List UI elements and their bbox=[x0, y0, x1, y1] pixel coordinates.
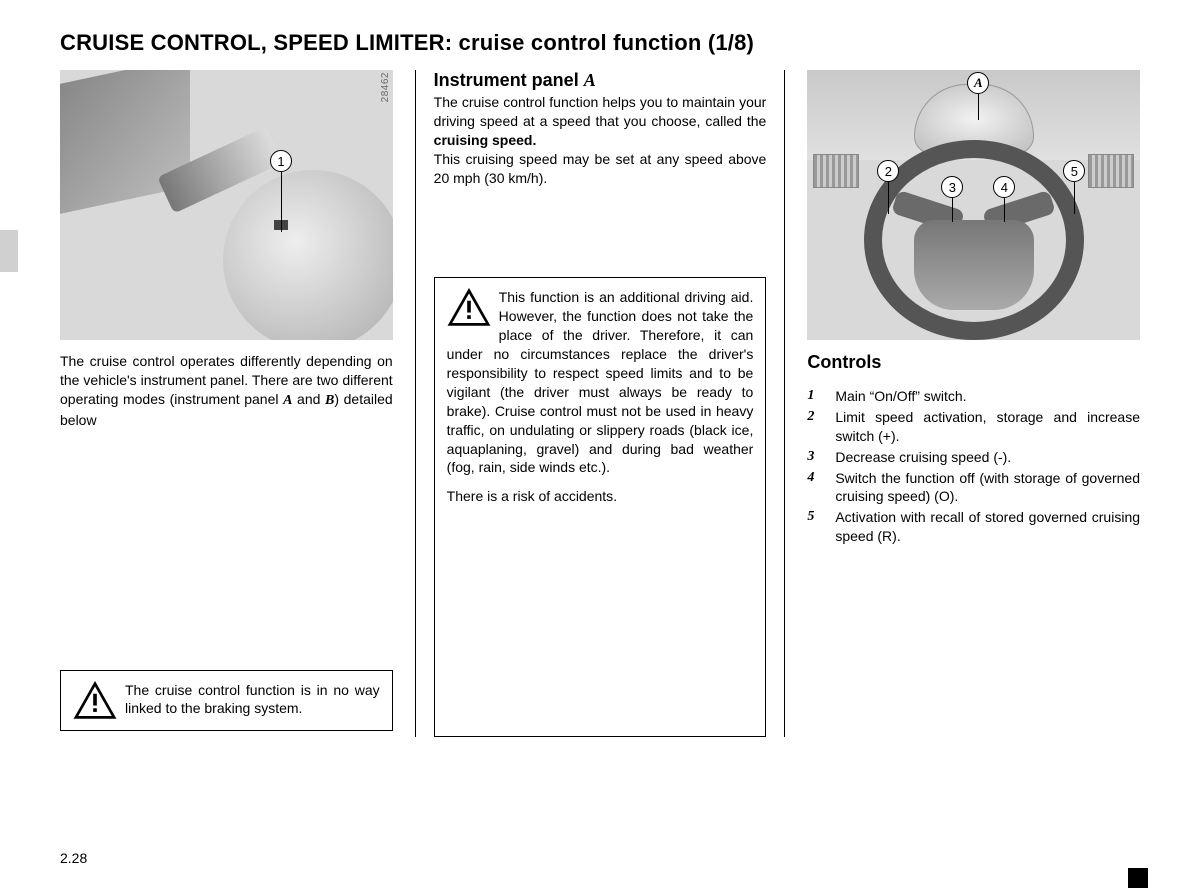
control-item-4: 4Switch the function off (with storage o… bbox=[835, 469, 1140, 507]
callout-A: A bbox=[967, 72, 989, 120]
callout-2: 2 bbox=[877, 160, 899, 214]
callout-4-pin: 4 bbox=[993, 176, 1015, 198]
figure-steering-wheel: 30418 A 2 bbox=[807, 70, 1140, 340]
corner-crop-mark bbox=[1128, 868, 1148, 888]
figure-center-console: 28462 1 bbox=[60, 70, 393, 340]
controls-list: 1Main “On/Off” switch. 2Limit speed acti… bbox=[807, 387, 1140, 546]
warning-brakes-text: The cruise control function is in no way… bbox=[73, 681, 380, 719]
controls-heading: Controls bbox=[807, 352, 1140, 373]
warning-icon bbox=[73, 681, 117, 721]
warning-icon bbox=[447, 288, 491, 328]
column-middle: Instrument panel A The cruise control fu… bbox=[415, 70, 786, 737]
instrument-panel-heading: Instrument panel A bbox=[434, 70, 767, 91]
warning-main-text-1: This function is an additional driving a… bbox=[447, 288, 754, 477]
callout-4: 4 bbox=[993, 176, 1015, 222]
callout-3: 3 bbox=[941, 176, 963, 222]
control-item-3: 3Decrease cruising speed (-). bbox=[835, 448, 1140, 467]
page-number: 2.28 bbox=[60, 850, 87, 866]
warning-main-text-2: There is a risk of accidents. bbox=[447, 487, 754, 506]
control-item-1: 1Main “On/Off” switch. bbox=[835, 387, 1140, 406]
column-right: 30418 A 2 bbox=[807, 70, 1140, 737]
manual-page: CRUISE CONTROL, SPEED LIMITER: cruise co… bbox=[0, 0, 1200, 888]
callout-1: 1 bbox=[270, 150, 292, 232]
page-title: CRUISE CONTROL, SPEED LIMITER: cruise co… bbox=[60, 30, 1140, 56]
left-paragraph: The cruise control operates differently … bbox=[60, 352, 393, 430]
title-caps: CRUISE CONTROL, SPEED LIMITER: bbox=[60, 30, 452, 55]
title-rest: cruise control function bbox=[452, 30, 708, 55]
callout-2-pin: 2 bbox=[877, 160, 899, 182]
control-item-5: 5Activation with recall of stored govern… bbox=[835, 508, 1140, 546]
callout-1-pin: 1 bbox=[270, 150, 292, 172]
warning-box-brakes: The cruise control function is in no way… bbox=[60, 670, 393, 732]
warning-box-main: This function is an additional driving a… bbox=[434, 277, 767, 737]
mid-paragraph-2: This cruising speed may be set at any sp… bbox=[434, 150, 767, 188]
console-illustration bbox=[60, 70, 393, 340]
title-part: (1/8) bbox=[708, 30, 754, 55]
callout-5-pin: 5 bbox=[1063, 160, 1085, 182]
callout-3-pin: 3 bbox=[941, 176, 963, 198]
control-item-2: 2Limit speed activation, storage and inc… bbox=[835, 408, 1140, 446]
mid-paragraph-1: The cruise control function helps you to… bbox=[434, 93, 767, 150]
column-left: 28462 1 The cruise control operates diff… bbox=[60, 70, 393, 737]
callout-A-pin: A bbox=[967, 72, 989, 94]
callout-5: 5 bbox=[1063, 160, 1085, 214]
